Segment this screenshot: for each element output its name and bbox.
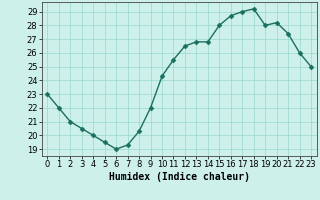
- X-axis label: Humidex (Indice chaleur): Humidex (Indice chaleur): [109, 172, 250, 182]
